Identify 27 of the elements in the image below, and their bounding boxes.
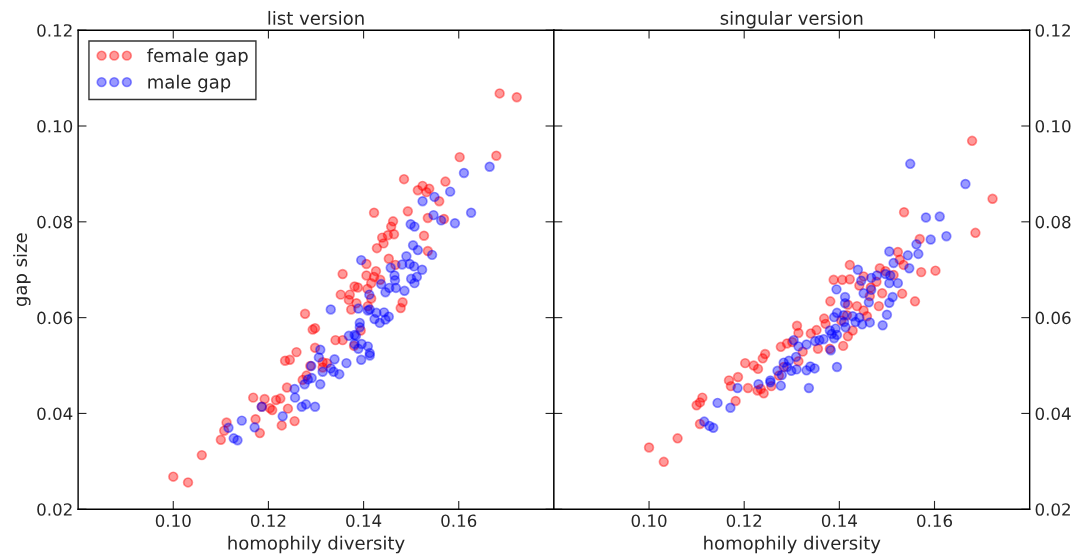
x-tick-label: 0.10 (631, 514, 667, 528)
x-tick-label: 0.16 (441, 514, 477, 528)
y2-tick-label: 0.06 (1035, 311, 1071, 325)
y-axis-title: gap size (13, 233, 31, 307)
x-axis-title: homophily diversity (228, 535, 405, 554)
chart-title: singular version (720, 10, 863, 29)
x-tick-label: 0.12 (250, 514, 286, 528)
y-tick-label: 0.02 (37, 503, 72, 516)
y2-tick-label: 0.04 (1035, 407, 1071, 421)
legend-label: female gap (147, 48, 248, 66)
y2-tick-label: 0.02 (1035, 503, 1070, 516)
x-axis-title: homophily diversity (704, 535, 881, 554)
y-tick-label: 0.08 (37, 215, 73, 229)
chart-title: list version (268, 10, 364, 25)
y-tick-label: 0.10 (37, 119, 73, 133)
x-tick-label: 0.14 (821, 514, 857, 528)
x-tick-label: 0.12 (726, 514, 762, 528)
y2-tick-label: 0.12 (1035, 24, 1070, 37)
x-tick-label: 0.16 (917, 514, 953, 528)
y-tick-label: 0.04 (37, 407, 73, 421)
legend-label: male gap (148, 74, 231, 93)
y2-tick-label: 0.08 (1035, 215, 1071, 229)
x-tick-label: 0.14 (346, 514, 382, 528)
y-tick-label: 0.12 (37, 24, 72, 37)
y-tick-label: 0.06 (37, 311, 73, 325)
x-tick-label: 0.10 (155, 514, 191, 528)
y2-tick-label: 0.10 (1035, 119, 1071, 133)
